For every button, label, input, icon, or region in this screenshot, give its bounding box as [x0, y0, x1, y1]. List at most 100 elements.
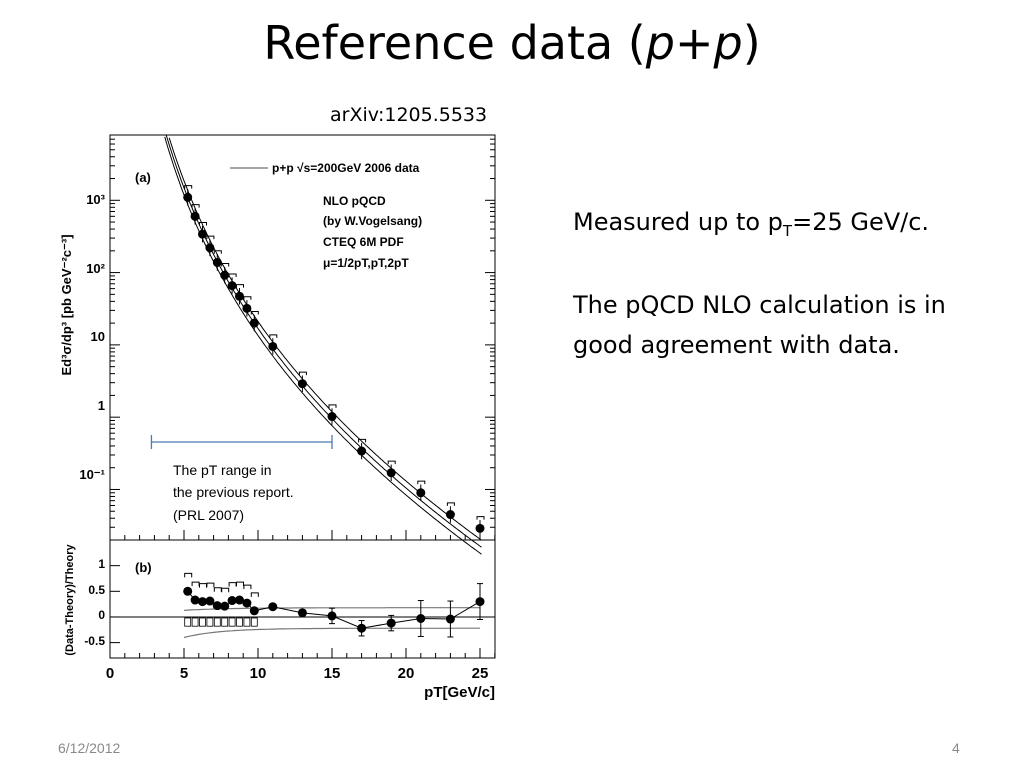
data-point-a	[220, 270, 230, 280]
sys-box-b	[221, 617, 229, 627]
slide-title: Reference data (p+p)	[0, 16, 1024, 70]
data-point-a	[198, 229, 207, 239]
sys-bracket-a	[184, 185, 193, 189]
sys-bracket-a	[476, 516, 485, 520]
data-point-a	[297, 379, 307, 389]
ratio-line	[187, 590, 481, 629]
data-point-a	[475, 523, 485, 533]
reference-label: arXiv:1205.5533	[330, 104, 488, 126]
sys-bracket-a	[199, 221, 207, 226]
panel-b-ylabel: (Data-Theory)/Theory	[64, 544, 76, 656]
panel-b-label: (b)	[135, 560, 152, 575]
sys-bracket-a	[236, 284, 244, 288]
y-tick-label-b-1: 0	[98, 608, 105, 622]
annotation-line-2: the previous report.	[173, 484, 294, 500]
sys-box-b	[184, 617, 192, 627]
sys-bracket-a	[250, 310, 259, 315]
cross-section-chart: (a) (b) p+p √s=200GeV 2006 data NLO pQCD…	[59, 134, 496, 701]
sys-bracket-a	[206, 235, 215, 240]
panel-a-ylabel: Ed³σ/dp³ [pb GeV⁻²c⁻³]	[59, 234, 74, 375]
sys-box-b	[236, 617, 243, 627]
x-axis-label: pT[GeV/c]	[424, 684, 495, 701]
sys-bracket-a	[446, 502, 455, 506]
agreement-text: The pQCD NLO calculation is in good agre…	[573, 285, 946, 365]
x-tick-label-4: 20	[398, 665, 415, 682]
panel-b-frame	[109, 539, 496, 659]
theory-band-lower	[183, 627, 480, 639]
data-point-a	[190, 211, 200, 221]
sys-bracket-b	[243, 584, 252, 590]
sys-bracket-a	[328, 404, 337, 408]
data-point-a	[445, 510, 455, 520]
previous-range-bracket	[150, 435, 333, 449]
sys-bracket-b	[199, 583, 207, 588]
page-number: 4	[952, 740, 960, 756]
sys-box-b	[206, 617, 214, 627]
y-tick-label-b-0: -0.5	[84, 634, 105, 648]
y-tick-label-a-3: 10²	[86, 261, 105, 276]
sys-bracket-a	[191, 204, 200, 208]
measured-text-post: =25 GeV/c.	[792, 208, 930, 236]
chart-marks	[109, 134, 496, 658]
legend-theory-2: (by W.Vogelsang)	[323, 214, 422, 228]
panel-a-frame	[109, 134, 496, 541]
sys-bracket-b	[191, 581, 200, 587]
sys-bracket-a	[228, 273, 237, 277]
data-point-a	[416, 488, 426, 498]
x-tick-label-3: 15	[324, 665, 341, 682]
sys-box-b	[199, 617, 206, 627]
sys-bracket-a	[213, 250, 222, 254]
y-tick-label-b-3: 1	[98, 557, 105, 571]
y-tick-label-b-2: 0.5	[88, 583, 105, 597]
y-tick-label-a-1: 1	[98, 398, 105, 413]
data-point-a	[327, 412, 337, 422]
sys-bracket-a	[358, 438, 367, 443]
data-point-a	[357, 446, 367, 456]
x-tick-label-0: 0	[106, 665, 114, 682]
panel-a-label: (a)	[135, 170, 151, 185]
data-point-a	[212, 257, 222, 267]
data-point-a	[205, 243, 215, 253]
agreement-text-line-2: good agreement with data.	[573, 331, 900, 359]
sys-box-b	[213, 617, 221, 627]
data-point-a	[227, 281, 237, 291]
sys-bracket-b	[221, 587, 230, 593]
sys-bracket-a	[298, 371, 307, 376]
sys-bracket-b	[206, 582, 215, 588]
x-tick-label-2: 10	[250, 665, 267, 682]
measured-text-sub: T	[782, 221, 793, 240]
sys-box-b	[228, 617, 236, 627]
sys-bracket-a	[417, 480, 426, 485]
title-end: )	[742, 16, 761, 70]
legend-theory-4: μ=1/2pT,pT,2pT	[323, 256, 409, 270]
sys-box-b	[243, 617, 251, 627]
title-main: Reference data (	[263, 16, 646, 70]
data-point-b	[475, 597, 485, 607]
data-point-a	[183, 192, 193, 202]
agreement-text-line-1: The pQCD NLO calculation is in	[573, 291, 946, 319]
sys-bracket-b	[213, 587, 222, 592]
y-tick-label-a-4: 10³	[86, 192, 105, 207]
y-tick-label-a-0: 10⁻¹	[79, 467, 105, 482]
sys-box-b	[191, 617, 199, 627]
sys-bracket-b	[250, 592, 259, 597]
legend-data-label: p+p √s=200GeV 2006 data	[272, 161, 420, 175]
sys-bracket-b	[184, 572, 193, 578]
data-point-a	[242, 303, 252, 313]
sys-bracket-a	[221, 263, 230, 267]
legend-theory-3: CTEQ 6M PDF	[323, 235, 404, 249]
x-tick-label-1: 5	[180, 665, 188, 682]
measured-text-pre: Measured up to p	[573, 208, 783, 236]
sys-bracket-b	[236, 581, 244, 587]
sys-bracket-a	[387, 460, 396, 465]
measured-text: Measured up to pT=25 GeV/c.	[573, 202, 929, 251]
footer-date: 6/12/2012	[58, 740, 121, 756]
data-point-a	[249, 318, 259, 328]
annotation-line-3: (PRL 2007)	[173, 507, 244, 523]
sys-bracket-a	[243, 296, 252, 300]
data-point-a	[235, 291, 244, 301]
sys-box-b	[250, 617, 258, 627]
sys-bracket-a	[269, 334, 278, 338]
data-point-a	[386, 468, 396, 478]
y-tick-label-a-2: 10	[91, 329, 105, 344]
